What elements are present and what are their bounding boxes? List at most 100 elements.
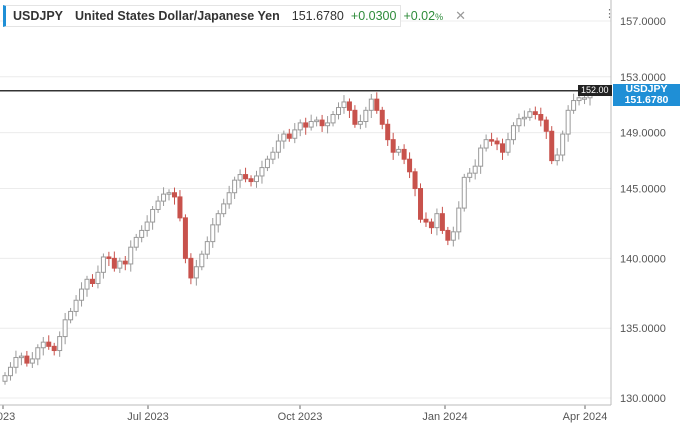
candle-body [29, 358, 35, 364]
candle-body [319, 119, 325, 127]
candle-body [237, 174, 243, 181]
candle-body [330, 114, 336, 124]
candle-body [204, 241, 210, 255]
candle-body [259, 167, 265, 177]
candle-body [264, 158, 270, 169]
last-price-value: 151.6780 [624, 93, 669, 106]
candle-body [79, 288, 85, 301]
candle-body [532, 111, 538, 116]
resistance-price-flag: 152.00 [578, 84, 612, 96]
candle-body [456, 207, 462, 233]
candle-body [439, 213, 445, 231]
change-percent-label: +0.02% [403, 9, 443, 23]
candle-body [368, 98, 374, 111]
candle-body [95, 271, 101, 284]
candle-body [270, 151, 276, 160]
candle-body [297, 122, 303, 131]
candle-body [489, 139, 495, 142]
candle-body [461, 176, 467, 209]
candle-body [275, 140, 281, 153]
candle-body [571, 100, 577, 111]
candle-body [2, 375, 8, 382]
y-tick-label: 149.0000 [620, 128, 666, 140]
close-icon[interactable]: ✕ [455, 8, 466, 23]
change-percent-value: +0.02 [403, 9, 436, 23]
candle-body [385, 123, 391, 141]
candle-body [576, 97, 582, 102]
x-tick-label: Oct 2023 [278, 411, 323, 423]
candle-body [24, 355, 30, 364]
candle-body [68, 310, 74, 321]
candle-body [450, 231, 456, 241]
candle-body [363, 109, 369, 122]
candle-body [357, 121, 363, 125]
candle-body [428, 221, 434, 229]
candle-body [199, 253, 205, 268]
candle-body [494, 140, 500, 145]
x-tick-label: 2023 [0, 411, 15, 423]
candle-body [478, 147, 484, 167]
change-label: +0.0300 [350, 9, 397, 23]
candle-body [500, 143, 506, 153]
y-tick-label: 135.0000 [620, 323, 666, 335]
candle-body [314, 119, 320, 123]
candle-body [286, 133, 292, 139]
candle-body [292, 129, 298, 139]
candle-body [106, 256, 112, 259]
candle-body [89, 278, 95, 284]
candle-body [423, 218, 429, 223]
candle-body [128, 246, 134, 265]
candle-body [40, 341, 46, 349]
candle-body [521, 116, 527, 120]
candle-body [243, 174, 249, 180]
candle-body [325, 122, 331, 127]
y-tick-label: 145.0000 [620, 184, 666, 196]
candle-body [527, 111, 533, 118]
candle-body [139, 229, 145, 238]
candle-body [434, 213, 440, 229]
candle-body [7, 366, 13, 377]
menu-dots-icon[interactable]: ⋮ [604, 8, 615, 20]
candle-body [549, 130, 555, 162]
candle-body [215, 213, 221, 226]
candle-body [248, 178, 254, 183]
symbol-label: USDJPY [13, 9, 64, 23]
candle-body [510, 125, 516, 141]
candle-body [352, 109, 358, 125]
y-tick-label: 157.0000 [620, 16, 666, 28]
candle-body [221, 203, 227, 215]
candle-body [554, 154, 560, 162]
candle-body [565, 109, 571, 135]
y-tick-label: 130.0000 [620, 393, 666, 405]
candle-body [308, 121, 314, 128]
candle-body [13, 357, 19, 368]
candle-body [379, 109, 385, 125]
instrument-name: United States Dollar/Japanese Yen [75, 9, 280, 23]
candle-body [84, 278, 90, 290]
x-tick-label: Jul 2023 [127, 411, 169, 423]
candle-body [100, 256, 106, 273]
candle-body [73, 299, 79, 312]
candle-body [346, 101, 352, 111]
candle-body [401, 148, 407, 160]
last-price-symbol: USDJPY [625, 82, 668, 95]
candle-body [46, 341, 52, 347]
resistance-price-label: 152.00 [581, 84, 609, 95]
candle-body [505, 139, 511, 153]
candle-body [57, 336, 63, 352]
candle-body [472, 165, 478, 174]
candle-body [543, 119, 549, 132]
symbol-header: USDJPY United States Dollar/Japanese Yen… [3, 5, 466, 27]
candle-body [281, 133, 287, 142]
candle-body [412, 171, 418, 190]
candle-body [467, 172, 473, 178]
candle-body [538, 114, 544, 121]
candle-body [374, 98, 380, 111]
candle-body [336, 107, 342, 116]
candle-body [253, 175, 259, 183]
candle-body [516, 118, 522, 127]
candle-body [51, 345, 57, 352]
candle-body [122, 260, 128, 265]
candle-body [193, 266, 199, 279]
